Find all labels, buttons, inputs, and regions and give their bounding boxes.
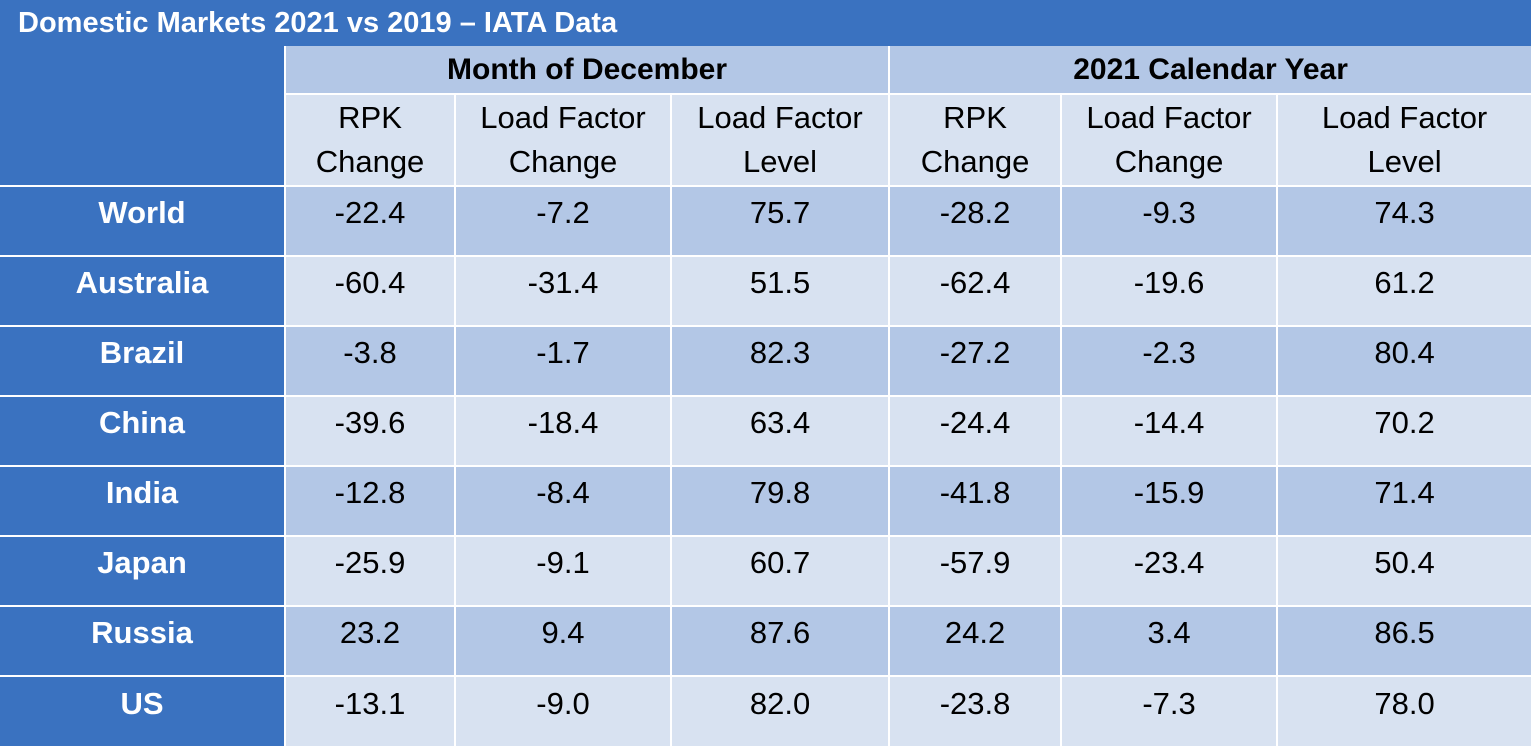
table-cell: -8.4 — [454, 465, 671, 536]
table-cell: 63.4 — [669, 395, 890, 466]
table-cell: 3.4 — [1060, 605, 1278, 676]
table-cell: 80.4 — [1276, 325, 1531, 396]
table-cell: -2.3 — [1060, 325, 1278, 396]
table-row: China -39.6 -18.4 63.4 -24.4 -14.4 70.2 — [0, 395, 1531, 466]
table-row: Brazil -3.8 -1.7 82.3 -27.2 -2.3 80.4 — [0, 325, 1531, 396]
table-cell: 86.5 — [1276, 605, 1531, 676]
group-header-calendar-year: 2021 Calendar Year — [888, 46, 1531, 95]
sub-header: Load Factor Change — [454, 94, 671, 186]
table-cell: -22.4 — [284, 185, 455, 256]
table-cell: -31.4 — [454, 255, 671, 326]
country-label: US — [0, 675, 285, 746]
table-cell: 9.4 — [454, 605, 671, 676]
group-header-december: Month of December — [283, 46, 890, 95]
sub-header: Load Factor Change — [1060, 94, 1278, 186]
sub-header: RPK Change — [888, 94, 1062, 186]
table-cell: -23.4 — [1060, 535, 1278, 606]
table-row: US -13.1 -9.0 82.0 -23.8 -7.3 78.0 — [0, 675, 1531, 746]
table-cell: -14.4 — [1060, 395, 1278, 466]
table-cell: 78.0 — [1276, 675, 1531, 746]
sub-header: Load Factor Level — [669, 94, 890, 186]
table-cell: -57.9 — [888, 535, 1062, 606]
table-cell: -7.3 — [1060, 675, 1278, 746]
table-cell: -3.8 — [284, 325, 455, 396]
table-row: Japan -25.9 -9.1 60.7 -57.9 -23.4 50.4 — [0, 535, 1531, 606]
table-cell: -23.8 — [888, 675, 1062, 746]
sub-header: RPK Change — [284, 94, 455, 186]
table-row: Australia -60.4 -31.4 51.5 -62.4 -19.6 6… — [0, 255, 1531, 326]
table-cell: -7.2 — [454, 185, 671, 256]
table-row: India -12.8 -8.4 79.8 -41.8 -15.9 71.4 — [0, 465, 1531, 536]
sub-header: Load Factor Level — [1276, 94, 1531, 186]
table-cell: -62.4 — [888, 255, 1062, 326]
table-cell: 24.2 — [888, 605, 1062, 676]
table-cell: -9.0 — [454, 675, 671, 746]
table-cell: 70.2 — [1276, 395, 1531, 466]
corner-cell — [0, 46, 285, 187]
table-cell: -27.2 — [888, 325, 1062, 396]
table-cell: 60.7 — [669, 535, 890, 606]
table-cell: 75.7 — [669, 185, 890, 256]
table-cell: -19.6 — [1060, 255, 1278, 326]
table-cell: -9.1 — [454, 535, 671, 606]
table-cell: 50.4 — [1276, 535, 1531, 606]
table-cell: 87.6 — [669, 605, 890, 676]
table-cell: 74.3 — [1276, 185, 1531, 256]
table-title: Domestic Markets 2021 vs 2019 – IATA Dat… — [0, 0, 1531, 46]
table-cell: -12.8 — [284, 465, 455, 536]
table-cell: -1.7 — [454, 325, 671, 396]
country-label: Russia — [0, 605, 285, 676]
country-label: India — [0, 465, 285, 536]
table-cell: -13.1 — [284, 675, 455, 746]
table-cell: -18.4 — [454, 395, 671, 466]
table-cell: 51.5 — [669, 255, 890, 326]
table-cell: 23.2 — [284, 605, 455, 676]
country-label: Brazil — [0, 325, 285, 396]
country-label: China — [0, 395, 285, 466]
group-header-row: Month of December 2021 Calendar Year — [0, 46, 1531, 187]
country-label: Australia — [0, 255, 285, 326]
table-cell: -60.4 — [284, 255, 455, 326]
table-cell: 61.2 — [1276, 255, 1531, 326]
table-cell: -9.3 — [1060, 185, 1278, 256]
table-cell: 79.8 — [669, 465, 890, 536]
country-label: World — [0, 185, 285, 256]
table-cell: 82.0 — [669, 675, 890, 746]
domestic-markets-table: Month of December 2021 Calendar Year RPK… — [0, 46, 1531, 746]
table-cell: -24.4 — [888, 395, 1062, 466]
table-row: World -22.4 -7.2 75.7 -28.2 -9.3 74.3 — [0, 185, 1531, 256]
table-cell: -41.8 — [888, 465, 1062, 536]
table-cell: 82.3 — [669, 325, 890, 396]
sub-header-row: RPK Change Load Factor Change Load Factor L… — [0, 94, 1531, 186]
table-cell: -28.2 — [888, 185, 1062, 256]
table-cell: 71.4 — [1276, 465, 1531, 536]
table-cell: -25.9 — [284, 535, 455, 606]
table-row: Russia 23.2 9.4 87.6 24.2 3.4 86.5 — [0, 605, 1531, 676]
table-cell: -39.6 — [284, 395, 455, 466]
country-label: Japan — [0, 535, 285, 606]
table-cell: -15.9 — [1060, 465, 1278, 536]
